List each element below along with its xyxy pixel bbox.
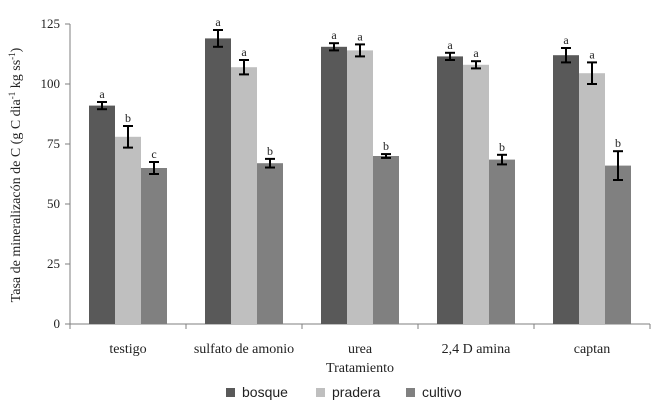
legend-label-pradera: pradera — [332, 384, 380, 400]
x-tick-label: captan — [574, 342, 611, 357]
bar-pradera — [231, 67, 257, 324]
significance-letter: b — [499, 140, 505, 154]
bar-cultivo — [141, 168, 167, 324]
legend-swatch-bosque — [226, 388, 235, 397]
x-tick-label: sulfato de amonio — [194, 342, 294, 357]
significance-letter: b — [267, 144, 273, 158]
significance-letter: a — [99, 87, 105, 101]
plot-area: 0 25 50 75 100 125 a b c testigo a a b sulfato de amo… — [41, 15, 651, 357]
bar-bosque — [89, 105, 115, 324]
x-tick-label: urea — [348, 342, 373, 357]
y-tick-label: 125 — [41, 16, 61, 31]
x-axis-title: Tratamiento — [326, 361, 394, 376]
bar-pradera — [115, 136, 141, 324]
x-tick-label: 2,4 D amina — [442, 342, 512, 357]
significance-letter: a — [473, 46, 479, 60]
bar-pradera — [463, 64, 489, 325]
y-tick-label: 75 — [47, 136, 60, 151]
bar-bosque — [437, 56, 463, 325]
significance-letter: a — [241, 45, 247, 59]
bar-pradera — [347, 50, 373, 325]
significance-letter: a — [331, 28, 337, 42]
significance-letter: a — [357, 29, 363, 43]
significance-letter: b — [125, 111, 131, 125]
y-tick-label: 50 — [47, 196, 60, 211]
significance-letter: a — [447, 38, 453, 52]
significance-letter: c — [151, 147, 156, 161]
significance-letter: b — [615, 136, 621, 150]
y-axis-title: Tasa de mineralizacón de C (g C dia-1 kg… — [7, 47, 24, 302]
y-tick-label: 25 — [47, 256, 60, 271]
bar-bosque — [205, 38, 231, 325]
bar-cultivo — [257, 163, 283, 324]
legend-label-bosque: bosque — [242, 384, 288, 400]
legend-swatch-pradera — [316, 388, 325, 397]
y-tick-label: 100 — [41, 76, 61, 91]
bar-bosque — [321, 46, 347, 325]
y-tick-label: 0 — [54, 316, 61, 331]
bar-cultivo — [489, 159, 515, 324]
significance-letter: a — [563, 33, 569, 47]
legend: bosque pradera cultivo — [226, 384, 462, 400]
bar-cultivo — [373, 156, 399, 324]
bar-bosque — [553, 55, 579, 324]
bar-cultivo — [605, 165, 631, 324]
x-tick-label: testigo — [109, 342, 146, 357]
bar-pradera — [579, 73, 605, 324]
significance-letter: a — [215, 15, 221, 29]
legend-label-cultivo: cultivo — [422, 384, 462, 400]
legend-swatch-cultivo — [406, 388, 415, 397]
significance-letter: a — [589, 47, 595, 61]
significance-letter: b — [383, 139, 389, 153]
